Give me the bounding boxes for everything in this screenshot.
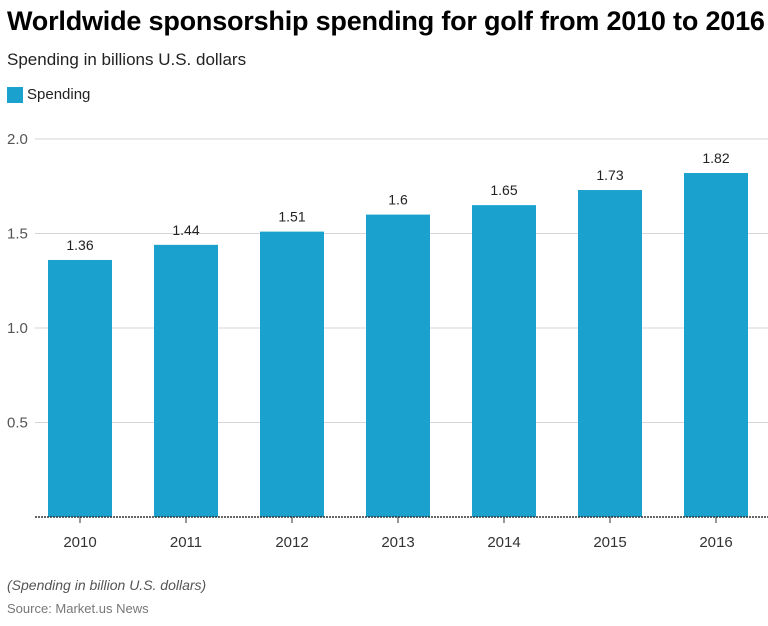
data-label: 1.65 — [490, 182, 517, 198]
bar-2011 — [154, 244, 218, 517]
bar-2013 — [366, 214, 430, 517]
x-tick-label: 2010 — [63, 534, 96, 551]
y-tick-label: 2.0 — [7, 131, 28, 148]
chart-subtitle: Spending in billions U.S. dollars — [7, 50, 247, 69]
bar-2015 — [578, 190, 642, 517]
data-label: 1.36 — [66, 237, 93, 253]
bar-2014 — [472, 205, 536, 517]
y-tick-label: 1.5 — [7, 226, 28, 243]
legend: Spending — [7, 86, 90, 103]
data-label: 1.6 — [388, 192, 408, 208]
chart-title: Worldwide sponsorship spending for golf … — [7, 6, 765, 36]
bar-2010 — [48, 259, 112, 517]
legend-swatch — [7, 86, 23, 103]
data-label: 1.73 — [596, 167, 623, 183]
data-label: 1.44 — [172, 222, 199, 238]
y-tick-label: 0.5 — [7, 415, 28, 432]
x-tick-label: 2016 — [699, 534, 732, 551]
bar-2016 — [684, 173, 748, 517]
data-label: 1.82 — [702, 150, 729, 166]
chart-source: Source: Market.us News — [7, 601, 149, 616]
data-label: 1.51 — [278, 209, 305, 225]
x-tick-label: 2013 — [381, 534, 414, 551]
legend-label: Spending — [27, 86, 91, 103]
x-tick-label: 2011 — [170, 534, 202, 551]
x-tick-label: 2012 — [275, 534, 308, 551]
x-tick-label: 2014 — [487, 534, 520, 551]
x-tick-label: 2015 — [593, 534, 626, 551]
bar-2012 — [260, 231, 324, 518]
chart-note: (Spending in billion U.S. dollars) — [7, 577, 207, 593]
y-tick-label: 1.0 — [7, 320, 28, 337]
